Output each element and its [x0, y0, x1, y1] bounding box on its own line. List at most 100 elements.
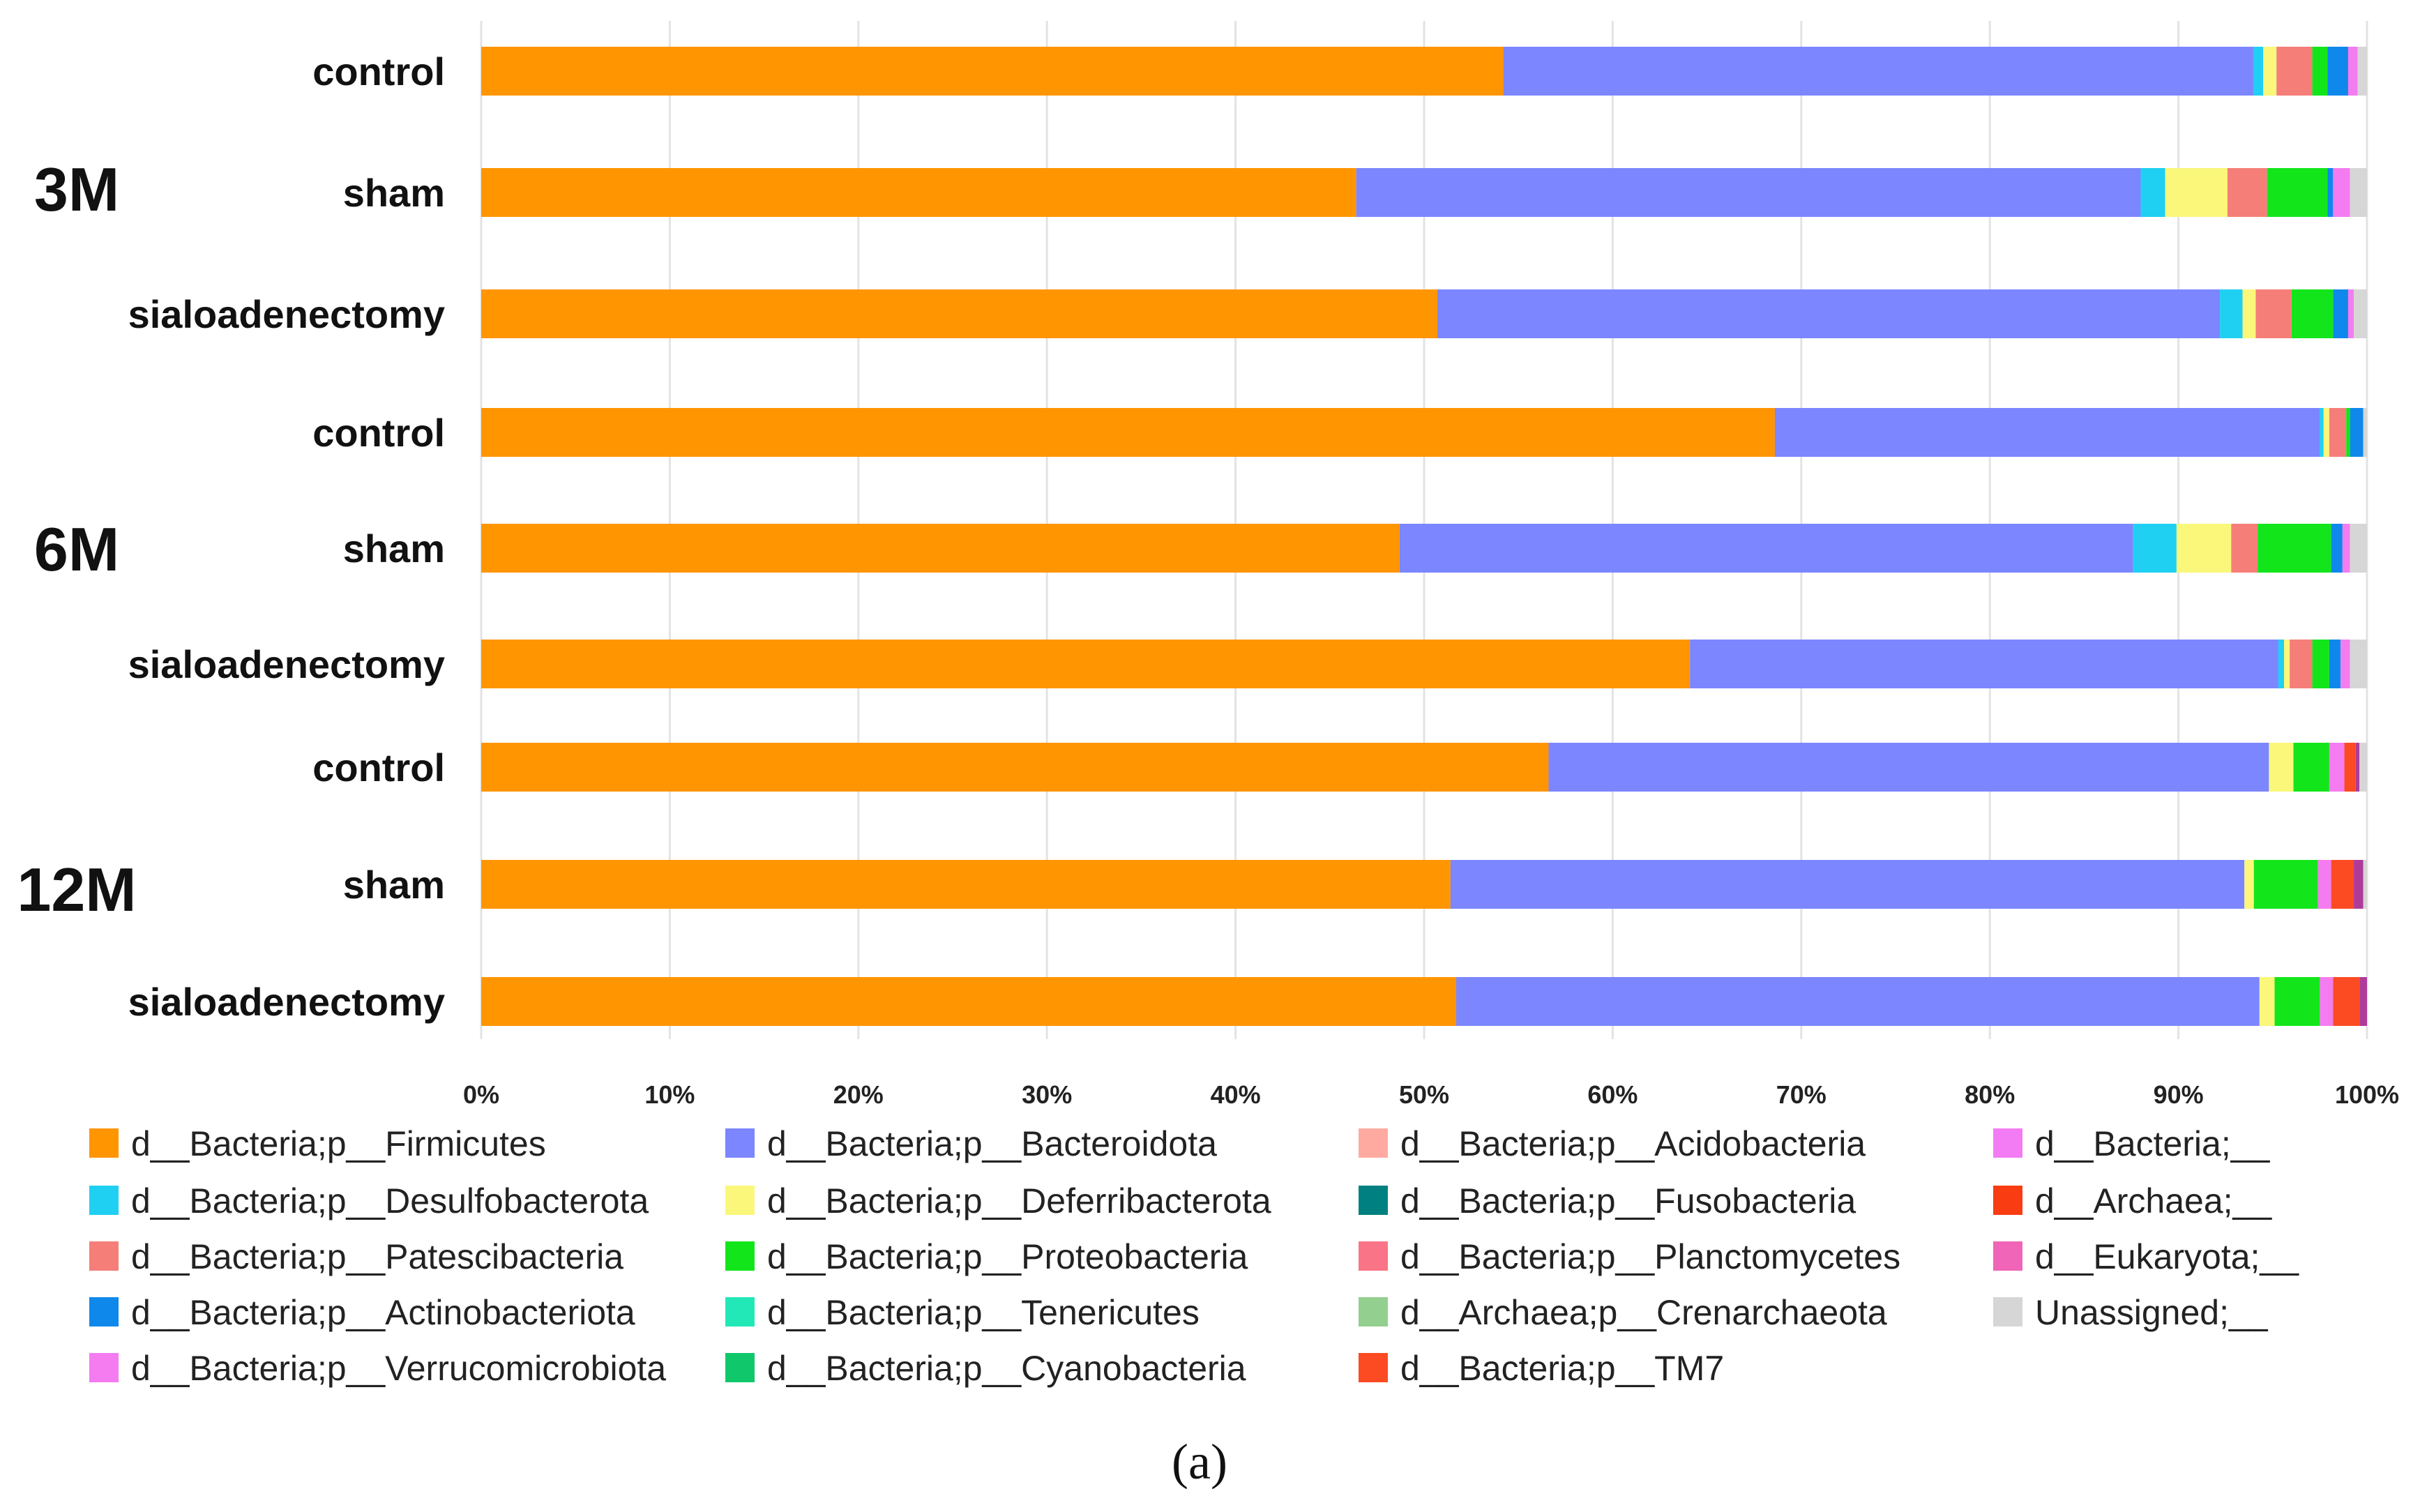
- legend-swatch: [89, 1241, 119, 1271]
- bar-row: 12M control — d__Bacteria;p__Firmicutes:…: [481, 743, 2367, 792]
- bar-segment: 12M sham — d__Bacteria;p__Bacteroidota: …: [1450, 860, 2245, 909]
- bar-segment: 12M control — other (visible unlabeled t…: [2355, 743, 2360, 792]
- legend-swatch: [1993, 1241, 2022, 1271]
- bar-segment: 6M sham — d__Bacteria;p__Verrucomicrobio…: [2342, 524, 2350, 573]
- x-tick-label: 90%: [2154, 1080, 2204, 1109]
- legend-swatch: [89, 1186, 119, 1215]
- sample-label: sham: [343, 171, 445, 215]
- bar-row: 6M control — d__Bacteria;p__Firmicutes: …: [481, 408, 2367, 457]
- sample-label: sialoadenectomy: [128, 642, 445, 686]
- legend-swatch: [1359, 1186, 1388, 1215]
- bar-segment: 3M sialoadenectomy — d__Bacteria;p__Defe…: [2242, 289, 2256, 338]
- legend-swatch: [89, 1128, 119, 1158]
- x-tick-label: 100%: [2335, 1080, 2399, 1109]
- bar-segment: 6M sialoadenectomy — d__Bacteria;p__Bact…: [1690, 640, 2278, 688]
- legend-swatch: [725, 1297, 755, 1326]
- bar-segment: 6M sialoadenectomy — d__Bacteria;p__Prot…: [2312, 640, 2329, 688]
- bar-segment: 6M sialoadenectomy — d__Bacteria;p__Defe…: [2284, 640, 2290, 688]
- bar-segment: 12M sialoadenectomy — d__Bacteria;p__TM7…: [2333, 977, 2360, 1026]
- legend-item: d__Bacteria;p__Patescibacteria: [89, 1237, 623, 1276]
- x-tick-label: 70%: [1776, 1080, 1827, 1109]
- legend-label: d__Bacteria;p__Desulfobacterota: [131, 1181, 649, 1220]
- x-tick-label: 0%: [463, 1080, 499, 1109]
- legend-swatch: [89, 1297, 119, 1326]
- bar-segment: 12M control — d__Bacteria;p__Verrucomicr…: [2329, 743, 2345, 792]
- bar-segment: 3M sialoadenectomy — d__Bacteria;p__Desu…: [2220, 289, 2243, 338]
- legend-item: d__Bacteria;p__Proteobacteria: [725, 1237, 1248, 1276]
- legend-label: d__Bacteria;p__Bacteroidota: [767, 1124, 1217, 1163]
- bar-segment: 6M control — d__Bacteria;p__Actinobacter…: [2350, 408, 2364, 457]
- bar-segment: 12M sialoadenectomy — d__Bacteria;p__Fir…: [481, 977, 1456, 1026]
- bar-segment: 12M sham — d__Bacteria;p__Firmicutes: 51…: [481, 860, 1451, 909]
- sample-labels: control sham sialoadenectomy control sham sia…: [128, 50, 445, 1024]
- group-label: 3M: [34, 155, 119, 224]
- bar-segment: 6M sialoadenectomy — d__Bacteria;p__Acti…: [2329, 640, 2341, 688]
- sample-label: control: [312, 50, 445, 93]
- bar-segment: 3M sialoadenectomy — d__Bacteria;p__Verr…: [2347, 289, 2354, 338]
- sample-label: control: [312, 411, 445, 455]
- legend-label: d__Bacteria;p__TM7: [1400, 1349, 1724, 1388]
- legend-item: d__Bacteria;p__Cyanobacteria: [725, 1349, 1246, 1388]
- legend-label: d__Bacteria;p__Fusobacteria: [1400, 1181, 1856, 1220]
- bar-segment: 6M sham — residual: 0.9%: [2350, 524, 2367, 573]
- legend-item: d__Bacteria;p__Tenericutes: [725, 1293, 1200, 1332]
- x-tick-label: 40%: [1211, 1080, 1261, 1109]
- legend-swatch: [1359, 1297, 1388, 1326]
- legend-item: d__Bacteria;p__Fusobacteria: [1359, 1181, 1856, 1220]
- bar-segment: 3M sham — residual: 0.9%: [2350, 168, 2367, 217]
- bar-segment: 3M control — d__Bacteria;p__Firmicutes: …: [481, 47, 1504, 96]
- bar-segment: 6M control — d__Bacteria;p__Proteobacter…: [2346, 408, 2350, 457]
- sample-label: control: [312, 746, 445, 789]
- legend-item: d__Bacteria;p__TM7: [1359, 1349, 1724, 1388]
- legend-swatch: [725, 1128, 755, 1158]
- bars: 3M control — d__Bacteria;p__Firmicutes: …: [481, 47, 2367, 1026]
- bar-segment: 6M control — d__Bacteria;p__Bacteroidota…: [1774, 408, 2320, 457]
- bar-row: 3M sham — d__Bacteria;p__Firmicutes: 46.…: [481, 168, 2367, 217]
- bar-segment: 3M control — d__Bacteria;p__Desulfobacte…: [2253, 47, 2264, 96]
- legend-swatch: [1359, 1128, 1388, 1158]
- legend-item: d__Bacteria;p__Deferribacterota: [725, 1181, 1271, 1220]
- bar-segment: 6M control — d__Bacteria;p__Firmicutes: …: [481, 408, 1775, 457]
- bar-segment: 12M sialoadenectomy — d__Bacteria;p__Bac…: [1455, 977, 2260, 1026]
- bar-segment: 3M sialoadenectomy — d__Bacteria;p__Firm…: [481, 289, 1437, 338]
- bar-segment: 12M control — d__Bacteria;p__Proteobacte…: [2293, 743, 2329, 792]
- bar-segment: 12M sham — residual: 0.2%: [2363, 860, 2367, 909]
- bar-segment: 3M control — d__Bacteria;p__Patescibacte…: [2276, 47, 2313, 96]
- bar-segment: 12M control — d__Bacteria;p__TM7: 0.6%: [2344, 743, 2356, 792]
- bar-row: 12M sialoadenectomy — d__Bacteria;p__Fir…: [481, 977, 2367, 1026]
- bar-segment: 6M sham — d__Bacteria;p__Deferribacterot…: [2176, 524, 2232, 573]
- x-tick-label: 10%: [644, 1080, 695, 1109]
- x-tick-label: 30%: [1022, 1080, 1072, 1109]
- bar-segment: 3M control — d__Bacteria;p__Proteobacter…: [2312, 47, 2328, 96]
- legend-swatch: [1993, 1128, 2022, 1158]
- x-tick-label: 20%: [833, 1080, 884, 1109]
- bar-segment: 6M sham — d__Bacteria;p__Desulfobacterot…: [2133, 524, 2177, 573]
- legend-swatch: [89, 1353, 119, 1382]
- legend-item: d__Archaea;p__Crenarchaeota: [1359, 1293, 1887, 1332]
- legend-swatch: [1359, 1353, 1388, 1382]
- legend-swatch: [1993, 1297, 2022, 1326]
- legend-swatch: [1359, 1241, 1388, 1271]
- bar-segment: 12M sialoadenectomy — d__Bacteria;p__Def…: [2259, 977, 2275, 1026]
- legend-item: d__Bacteria;p__Planctomycetes: [1359, 1237, 1900, 1276]
- legend-label: d__Bacteria;p__Patescibacteria: [131, 1237, 623, 1276]
- bar-segment: 6M control — d__Bacteria;p__Desulfobacte…: [2320, 408, 2324, 457]
- legend-label: d__Bacteria;p__Planctomycetes: [1400, 1237, 1900, 1276]
- bar-segment: 12M sham — d__Bacteria;p__Verrucomicrobi…: [2317, 860, 2331, 909]
- legend-item: d__Bacteria;p__Firmicutes: [89, 1124, 546, 1163]
- bar-row: 3M control — d__Bacteria;p__Firmicutes: …: [481, 47, 2367, 96]
- bar-segment: 3M sham — d__Bacteria;p__Firmicutes: 46.…: [481, 168, 1356, 217]
- x-tick-label: 80%: [1965, 1080, 2015, 1109]
- bar-segment: 3M control — d__Bacteria;p__Deferribacte…: [2263, 47, 2277, 96]
- bar-segment: 3M sham — d__Bacteria;p__Desulfobacterot…: [2140, 168, 2165, 217]
- legend-label: d__Archaea;__: [2035, 1181, 2272, 1220]
- bar-segment: 3M sham — d__Bacteria;p__Verrucomicrobio…: [2333, 168, 2350, 217]
- legend-item: d__Bacteria;__: [1993, 1124, 2271, 1163]
- bar-segment: 6M control — residual: 0.2%: [2363, 408, 2367, 457]
- bar-row: 3M sialoadenectomy — d__Bacteria;p__Firm…: [481, 289, 2367, 338]
- bar-segment: 3M sialoadenectomy — d__Bacteria;p__Acti…: [2333, 289, 2348, 338]
- legend-item: d__Archaea;__: [1993, 1181, 2272, 1220]
- bar-segment: 12M sham — d__Bacteria;p__Deferribactero…: [2244, 860, 2254, 909]
- legend-swatch: [725, 1353, 755, 1382]
